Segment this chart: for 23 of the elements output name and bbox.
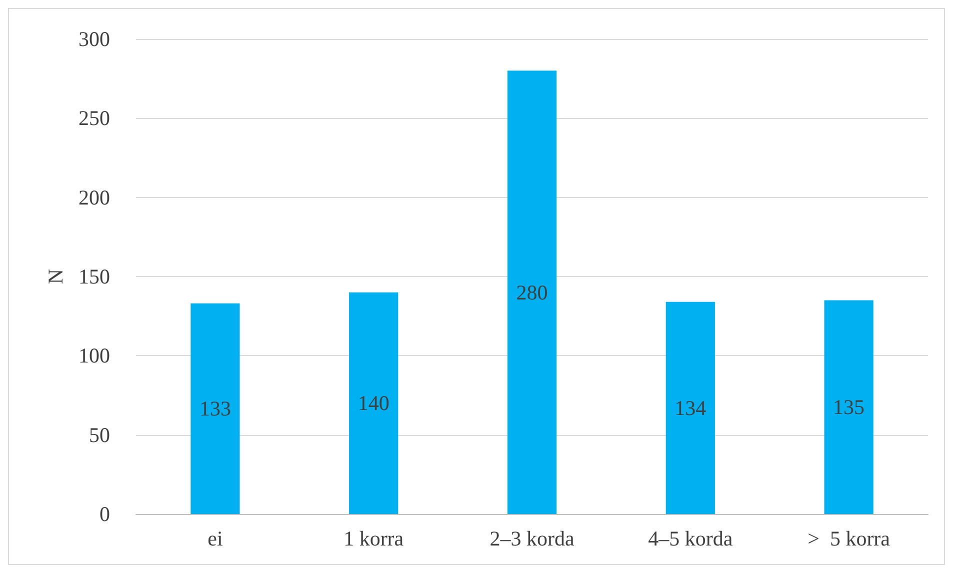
x-tick-label: 2–3 korda [490, 526, 575, 550]
bar [824, 300, 874, 514]
x-tick-label: > 5 korra [808, 526, 891, 550]
x-tick-label: 1 korra [344, 526, 404, 550]
bar [349, 292, 398, 514]
data-label: 135 [833, 395, 865, 420]
x-tick-label: ei [208, 526, 223, 550]
data-label: 133 [199, 396, 231, 421]
y-tick-label: 200 [78, 185, 110, 210]
bar [190, 303, 240, 514]
data-label: 134 [674, 396, 707, 420]
y-axis-title: N [44, 268, 68, 284]
x-tick-label: 4–5 korda [648, 526, 734, 550]
bar [507, 70, 557, 514]
data-label: 140 [358, 391, 390, 416]
y-tick-label: 50 [89, 422, 110, 447]
y-tick-label: 100 [78, 344, 110, 368]
data-label: 280 [516, 280, 548, 304]
y-tick-label: 300 [78, 27, 110, 51]
y-tick-label: 0 [100, 502, 110, 526]
y-tick-label: 250 [78, 106, 110, 130]
bar [666, 302, 715, 514]
y-tick-label: 150 [78, 264, 110, 288]
